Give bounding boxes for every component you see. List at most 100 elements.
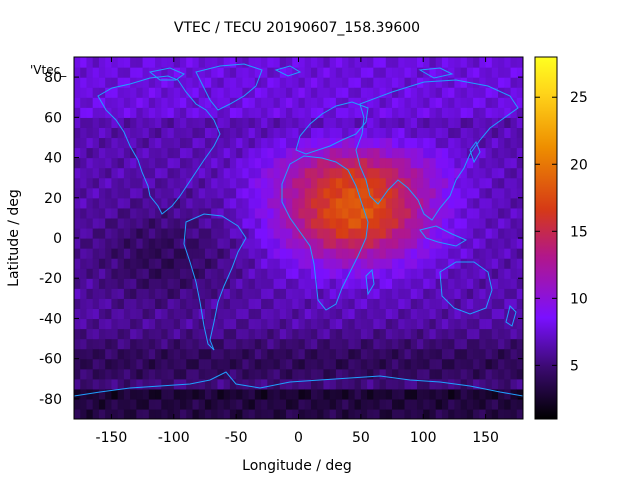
heatmap-cell <box>105 318 113 330</box>
heatmap-cell <box>223 127 231 139</box>
heatmap-cell <box>398 398 406 410</box>
heatmap-cell <box>498 187 505 199</box>
heatmap-cell <box>223 258 231 269</box>
heatmap-cell <box>298 338 306 350</box>
heatmap-cell <box>491 258 499 269</box>
heatmap-cell <box>248 217 256 229</box>
heatmap-cell <box>123 77 131 88</box>
heatmap-cell <box>504 107 512 118</box>
heatmap-cell <box>198 348 206 360</box>
heatmap-cell <box>155 57 162 68</box>
heatmap-cell <box>416 338 424 350</box>
heatmap-cell <box>123 398 131 410</box>
heatmap-cell <box>92 348 100 360</box>
heatmap-cell <box>130 338 137 350</box>
heatmap-cell <box>92 238 100 249</box>
heatmap-cell <box>292 248 300 259</box>
heatmap-cell <box>148 318 156 330</box>
heatmap-cell <box>286 107 293 118</box>
heatmap-cell <box>473 238 480 249</box>
heatmap-cell <box>186 67 194 78</box>
heatmap-cell <box>360 398 368 410</box>
heatmap-cell <box>74 378 81 390</box>
heatmap-cell <box>229 368 237 380</box>
heatmap-cell <box>335 268 343 279</box>
heatmap-cell <box>261 137 268 149</box>
heatmap-cell <box>354 177 362 189</box>
heatmap-cell <box>317 358 325 370</box>
heatmap-cell <box>204 328 212 340</box>
heatmap-cell <box>354 298 362 309</box>
heatmap-cell <box>136 408 144 419</box>
heatmap-cell <box>123 87 131 98</box>
heatmap-cell <box>435 57 443 68</box>
heatmap-cell <box>504 368 512 380</box>
heatmap-cell <box>123 217 131 229</box>
heatmap-cell <box>304 87 312 98</box>
heatmap-cell <box>323 227 331 239</box>
heatmap-cell <box>498 217 505 229</box>
heatmap-cell <box>354 57 362 68</box>
heatmap-cell <box>379 278 387 289</box>
heatmap-cell <box>310 177 318 189</box>
heatmap-cell <box>498 268 505 279</box>
heatmap-cell <box>86 298 94 309</box>
heatmap-cell <box>204 227 212 239</box>
heatmap-cell <box>142 117 150 128</box>
heatmap-cell <box>460 127 468 139</box>
heatmap-cell <box>86 187 94 199</box>
heatmap-cell <box>161 328 169 340</box>
heatmap-cell <box>261 227 268 239</box>
heatmap-cell <box>373 77 381 88</box>
heatmap-cell <box>155 348 162 360</box>
heatmap-cell <box>310 147 318 159</box>
heatmap-cell <box>267 227 275 239</box>
heatmap-cell <box>329 127 337 139</box>
heatmap-cell <box>292 338 300 350</box>
heatmap-cell <box>460 177 468 189</box>
heatmap-cell <box>516 278 523 289</box>
heatmap-cell <box>329 238 337 249</box>
heatmap-cell <box>192 227 200 239</box>
heatmap-cell <box>335 258 343 269</box>
heatmap-cell <box>74 268 81 279</box>
heatmap-cell <box>223 398 231 410</box>
heatmap-cell <box>491 117 499 128</box>
heatmap-cell <box>267 398 275 410</box>
heatmap-cell <box>423 308 431 320</box>
heatmap-cell <box>292 127 300 139</box>
heatmap-cell <box>204 238 212 249</box>
heatmap-cell <box>323 207 331 219</box>
heatmap-cell <box>148 288 156 299</box>
heatmap-cell <box>279 308 287 320</box>
heatmap-cell <box>92 197 100 209</box>
heatmap-cell <box>410 288 418 299</box>
heatmap-cell <box>498 177 505 189</box>
heatmap-cell <box>310 137 318 149</box>
heatmap-cell <box>223 248 231 259</box>
heatmap-cell <box>304 378 312 390</box>
heatmap-cell <box>485 217 493 229</box>
heatmap-cell <box>136 167 144 179</box>
heatmap-cell <box>217 358 225 370</box>
heatmap-cell <box>504 77 512 88</box>
heatmap-cell <box>167 187 175 199</box>
heatmap-cell <box>298 358 306 370</box>
heatmap-cell <box>516 308 523 320</box>
heatmap-cell <box>454 298 462 309</box>
heatmap-cell <box>155 388 162 400</box>
heatmap-cell <box>342 258 349 269</box>
heatmap-cell <box>229 378 237 390</box>
heatmap-cell <box>504 227 512 239</box>
heatmap-cell <box>454 398 462 410</box>
heatmap-cell <box>105 398 113 410</box>
heatmap-cell <box>136 388 144 400</box>
heatmap-cell <box>117 388 125 400</box>
heatmap-cell <box>348 348 356 360</box>
heatmap-cell <box>117 87 125 98</box>
heatmap-cell <box>192 368 200 380</box>
heatmap-cell <box>223 278 231 289</box>
heatmap-cell <box>273 288 281 299</box>
heatmap-cell <box>367 398 374 410</box>
heatmap-cell <box>360 57 368 68</box>
